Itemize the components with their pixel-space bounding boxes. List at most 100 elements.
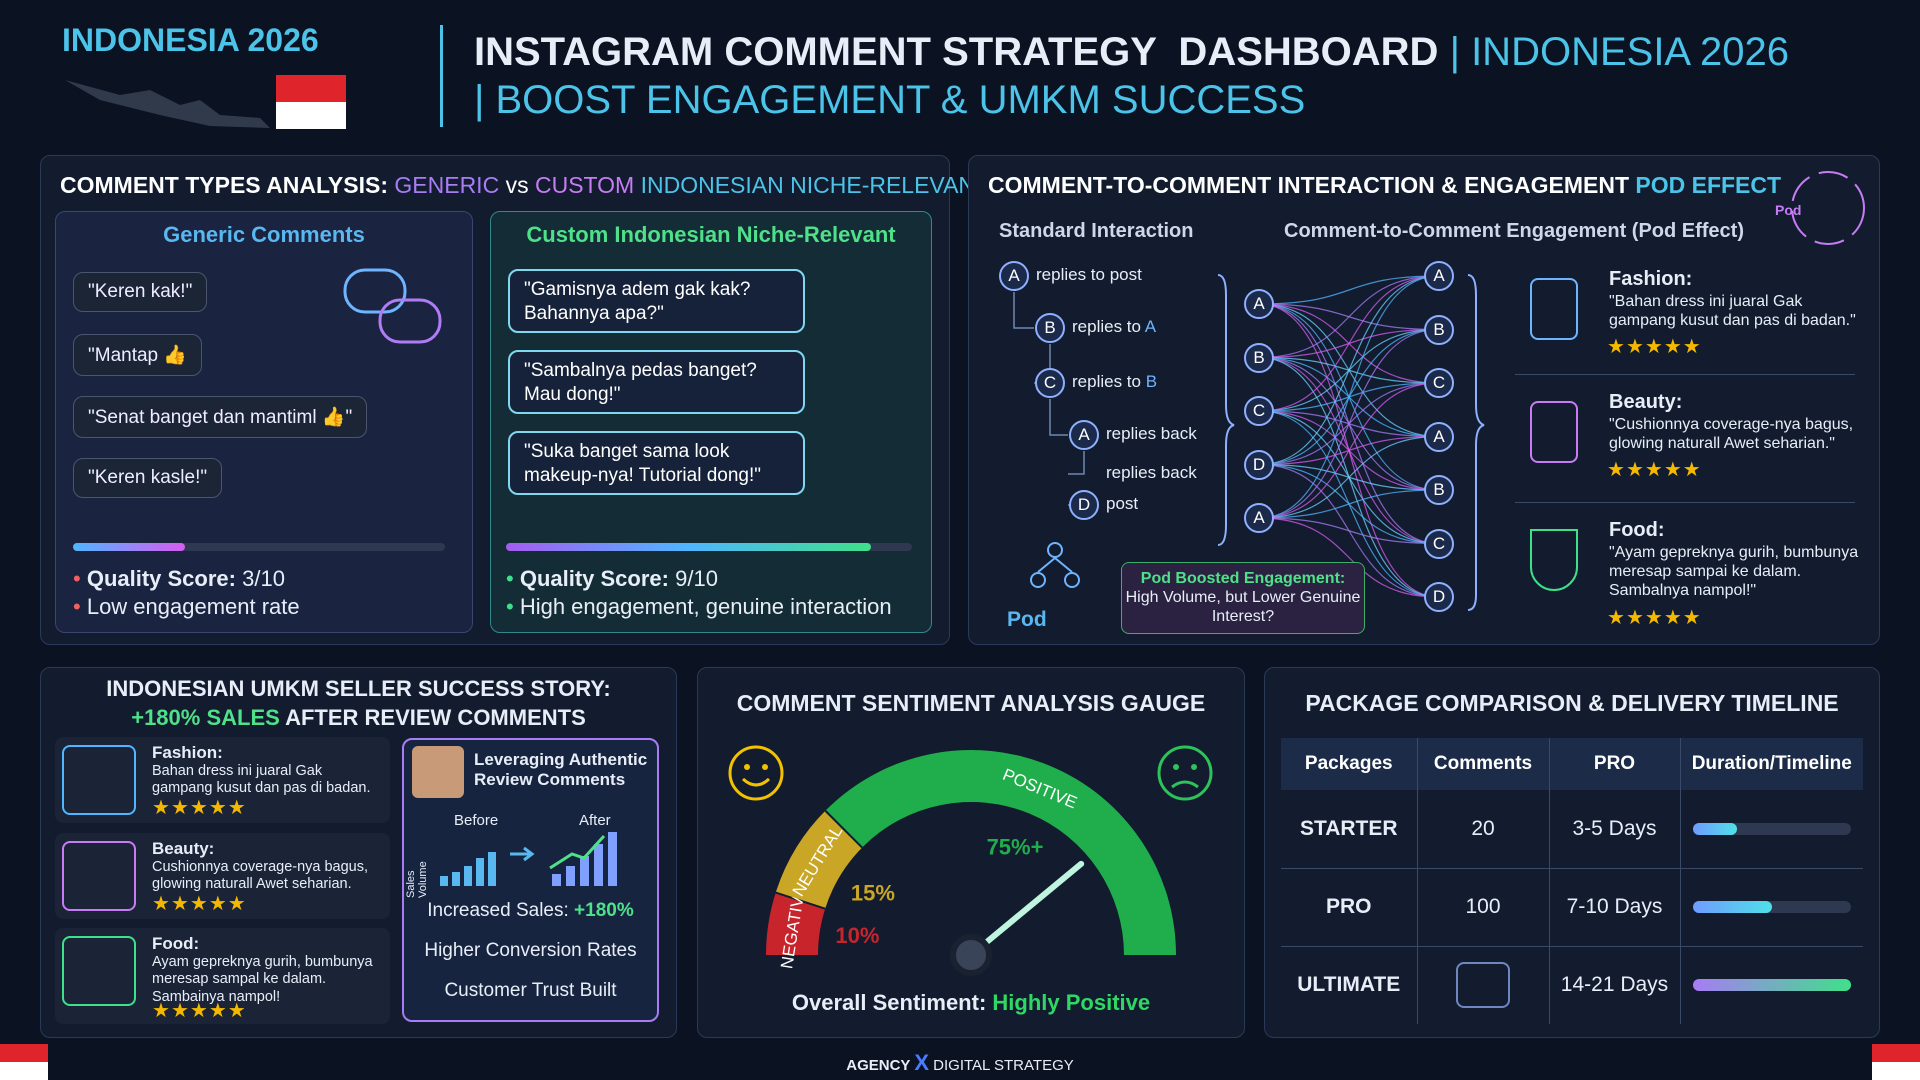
title-part: vs	[505, 172, 529, 198]
overall: Overall Sentiment: Highly Positive	[697, 990, 1245, 1016]
footer-tagline: DIGITAL STRATEGY	[933, 1057, 1074, 1074]
icon-shape	[378, 298, 442, 344]
star: ★	[1682, 607, 1702, 629]
quality: • Quality Score: 9/10	[506, 566, 718, 592]
star: ★	[1607, 459, 1626, 481]
note-text: Low engagement rate	[86, 594, 300, 619]
icon-shape	[343, 268, 407, 314]
gauge-title: COMMENT SENTIMENT ANALYSIS GAUGE	[736, 690, 1206, 716]
item-category: Fashion:	[152, 743, 223, 762]
timeline-track	[1692, 901, 1851, 913]
after-label: After	[579, 812, 611, 829]
star: ★	[208, 893, 228, 915]
item-icon	[62, 936, 136, 1006]
pod-link	[1258, 275, 1440, 359]
item-icon	[62, 841, 136, 911]
thread-label: replies to	[1072, 317, 1141, 336]
pod-label: Pod	[1007, 608, 1047, 631]
bullet: •	[506, 594, 520, 619]
star: ★	[1625, 336, 1645, 358]
flag-corner	[0, 1044, 48, 1062]
map-flag	[65, 75, 346, 129]
thread-label: post	[1106, 494, 1139, 513]
footer: AGENCY X DIGITAL STRATEGY	[0, 1050, 1920, 1076]
pod-panel	[968, 155, 1880, 645]
header-row: Packages Comments PRO Duration/Timeline	[1281, 738, 1863, 790]
link	[1037, 557, 1073, 573]
increase: Increased Sales: +180%	[402, 900, 659, 922]
subtitle: | BOOST ENGAGEMENT & UMKM SUCCESS	[474, 78, 1306, 122]
thread-link	[1049, 399, 1068, 436]
pod-people	[1030, 542, 1080, 588]
item-box	[55, 737, 390, 823]
star: ★	[1663, 607, 1683, 629]
custom-comment: "Sambalnya pedas banget? Mau dong!"	[508, 350, 805, 414]
custom-comment: "Gamisnya adem gak kak? Bahannya apa?"	[508, 269, 805, 333]
quality-value: 3/10	[242, 566, 285, 591]
package-table: Packages Comments PRO Duration/Timeline STAR…	[1281, 738, 1863, 1024]
star: ★	[189, 797, 209, 819]
overall-label: Overall Sentiment:	[791, 990, 987, 1015]
item-icon	[62, 745, 136, 815]
rating: ★★★★★	[152, 795, 247, 820]
right-node: D	[1424, 582, 1454, 612]
standard-heading: Standard Interaction	[999, 220, 1194, 242]
overall-value: Highly Positive	[992, 990, 1151, 1015]
thread-label: replies to post	[1036, 265, 1142, 284]
note: • High engagement, genuine interaction	[506, 594, 892, 620]
card-point: Higher Conversion Rates	[424, 940, 637, 961]
umkm-title-accent: +180% SALES	[131, 704, 280, 730]
right-node: C	[1424, 368, 1454, 398]
person	[1047, 542, 1063, 558]
axis-label: Sales Volume	[405, 861, 429, 898]
left-node: D	[1244, 449, 1274, 480]
thread-label: replies back	[1106, 424, 1197, 443]
timeline-arrow	[1692, 979, 1851, 992]
bar-shape	[608, 832, 617, 886]
before-bars	[440, 852, 496, 886]
quality: • Quality Score: 3/10	[73, 566, 285, 592]
comment-count: 100	[1417, 868, 1550, 946]
generic-comment: "Mantap 👍	[73, 334, 203, 376]
star: ★	[208, 1000, 228, 1022]
timeline-track	[1692, 979, 1851, 992]
item-text: Bahan dress ini juaral Gak gampang kusut…	[152, 763, 371, 797]
timeline-track	[1692, 822, 1851, 835]
flag-corner	[1872, 1044, 1920, 1062]
thread-label: replies back	[1106, 463, 1197, 482]
segment-label: 15%	[851, 881, 895, 906]
bar-shape	[440, 876, 448, 886]
item-text: Ayam gepreknya gurih, bumbunya meresap s…	[152, 954, 373, 1005]
icon-shape	[1791, 171, 1865, 245]
item-category: Food:	[152, 934, 200, 953]
timeline	[1680, 868, 1863, 946]
example-text: "Ayam gepreknya gurih, bumbunya meresap …	[1609, 544, 1859, 600]
thread-ref: B	[1145, 372, 1158, 391]
column-header: Duration/Timeline	[1691, 753, 1852, 774]
generic-comment: "Keren kak!"	[73, 272, 208, 312]
star: ★	[152, 893, 171, 915]
star: ★	[1625, 607, 1645, 629]
trend	[549, 834, 606, 870]
eye	[744, 764, 750, 770]
column-header: PRO	[1549, 738, 1681, 790]
pod-link	[1258, 435, 1440, 519]
thread-node: A	[1069, 420, 1099, 450]
star: ★	[1644, 336, 1664, 358]
pod-link	[1258, 275, 1440, 519]
score-track	[73, 543, 445, 551]
bullet: •	[73, 566, 87, 591]
bar-shape	[566, 866, 575, 886]
star: ★	[208, 797, 228, 819]
star: ★	[227, 1000, 247, 1022]
face	[1157, 745, 1213, 801]
bar-shape	[464, 866, 472, 886]
separator	[1515, 502, 1855, 503]
title-part: GENERIC	[394, 172, 500, 198]
pod-icon	[1791, 171, 1865, 245]
thread-text: replies back	[1106, 463, 1197, 483]
person	[1030, 572, 1046, 588]
title-part: INDONESIAN NICHE-RELEVANT	[640, 172, 990, 198]
